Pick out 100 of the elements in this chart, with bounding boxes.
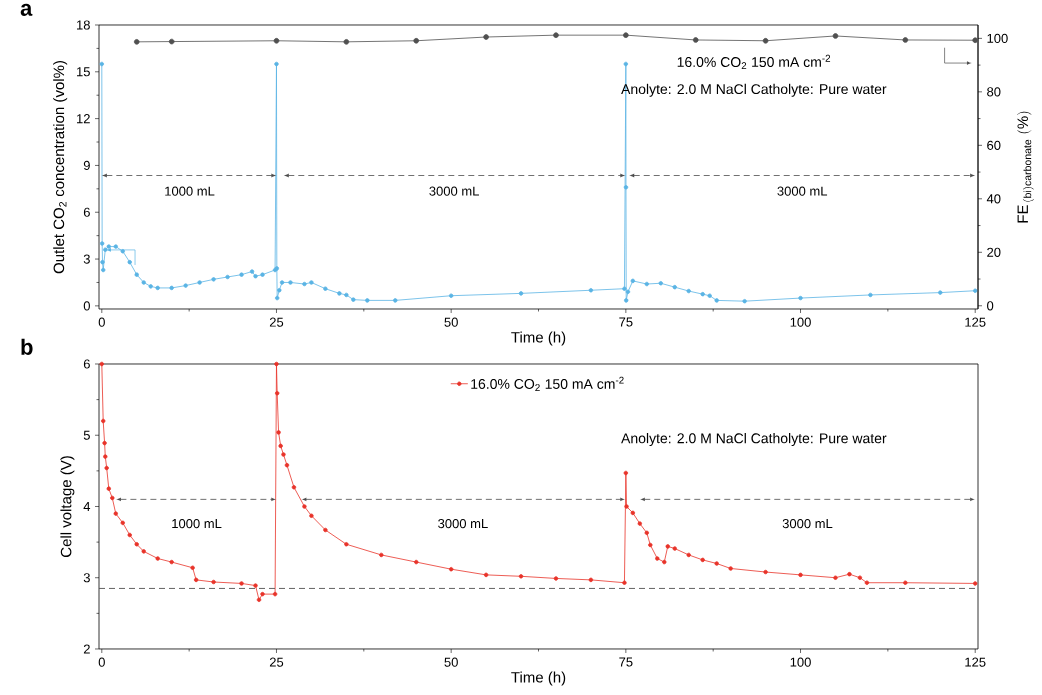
point — [518, 291, 524, 296]
x-tick-label: 75 — [619, 657, 633, 667]
legend-label: 16.0% CO$_{2}$ 150 mA cm$^{-2}$ — [471, 376, 624, 391]
y2-tick-label: 100 — [987, 33, 1008, 43]
x-axis-title: Time (h) — [511, 671, 566, 686]
y2-tick-label: 80 — [987, 87, 1001, 97]
x-tick-label: 100 — [790, 317, 811, 327]
annotation: 16.0% CO$_{2}$ 150 mA cm$^{-2}$ — [677, 54, 831, 70]
annotation: 3000 mL — [429, 186, 479, 196]
point — [127, 259, 132, 265]
annotation: 3000 mL — [438, 518, 488, 529]
point — [798, 295, 803, 301]
x-tick-label: 125 — [965, 317, 986, 327]
point — [413, 37, 420, 44]
annotation: 3000 mL — [777, 186, 828, 196]
point — [553, 32, 559, 38]
x-tick-label: 0 — [98, 317, 105, 327]
x-tick-label: 25 — [269, 317, 284, 327]
point — [630, 278, 636, 284]
point — [211, 277, 216, 282]
point — [249, 269, 255, 274]
annotation: 1000 mL — [172, 518, 222, 529]
point — [141, 280, 146, 285]
point — [99, 241, 105, 246]
annotation: Anolyte: 2.0 M NaCl Catholyte: Pure water — [621, 83, 887, 97]
point — [277, 288, 282, 293]
point — [100, 259, 105, 265]
point — [274, 61, 279, 67]
point — [253, 274, 258, 279]
point — [343, 39, 350, 45]
point — [972, 37, 979, 44]
y-tick-label: 6 — [83, 207, 90, 217]
point — [168, 38, 175, 45]
point — [169, 285, 174, 291]
y-tick-label: 3 — [83, 254, 90, 264]
point — [106, 244, 111, 249]
point — [973, 288, 978, 293]
point — [274, 295, 280, 301]
x-tick-label: 75 — [619, 317, 633, 327]
point — [183, 283, 188, 288]
x-axis-title: Time (h) — [511, 331, 566, 346]
point — [622, 286, 627, 291]
point — [707, 293, 712, 298]
point — [623, 32, 629, 38]
point — [625, 289, 631, 295]
point — [393, 298, 398, 303]
point — [672, 284, 677, 290]
point — [623, 185, 629, 190]
point — [623, 61, 629, 67]
point — [225, 274, 230, 280]
y2-tick-label: 0 — [987, 301, 994, 311]
y-tick-label: 12 — [77, 114, 90, 124]
point — [902, 37, 909, 43]
x-tick-label: 125 — [965, 657, 986, 667]
x-tick-label: 50 — [444, 317, 458, 327]
point — [742, 298, 747, 304]
y2-tick-label: 60 — [987, 140, 1001, 150]
point — [588, 288, 594, 293]
point — [155, 285, 160, 291]
point — [644, 281, 650, 287]
point — [273, 37, 280, 44]
point — [337, 291, 342, 296]
y-tick-label: 9 — [83, 160, 90, 171]
chart-title: b — [21, 338, 33, 355]
chart-title: a — [20, 3, 33, 16]
point — [323, 286, 328, 291]
y-axis-title: Outlet CO$_{2}$ concentration (vol%) — [53, 61, 68, 274]
point — [365, 298, 370, 303]
y-axis-title: Cell voltage (V) — [60, 456, 75, 557]
point — [832, 33, 839, 39]
y2-axis-title: $\mathrm{FE}_{\,\mathrm{(bi)carbonate}}\ (\%)$ — [1017, 111, 1034, 223]
point — [260, 272, 265, 277]
point — [762, 37, 769, 44]
point — [351, 297, 356, 302]
point — [99, 61, 104, 67]
point — [344, 292, 349, 298]
point — [101, 267, 106, 273]
y-tick-label: 3 — [83, 573, 90, 583]
point — [483, 34, 489, 40]
x-tick-label: 50 — [444, 657, 458, 667]
point — [197, 280, 202, 285]
point — [120, 249, 125, 254]
point — [700, 291, 705, 297]
point — [868, 292, 873, 298]
point — [658, 281, 663, 286]
point — [279, 280, 285, 285]
x-tick-label: 100 — [790, 657, 811, 667]
x-tick-label: 25 — [269, 657, 284, 667]
point — [624, 298, 629, 303]
point — [133, 39, 140, 45]
point — [938, 290, 943, 295]
point — [239, 272, 244, 277]
y-tick-label: 5 — [83, 430, 90, 440]
point — [448, 293, 454, 298]
annotation: 3000 mL — [782, 518, 833, 529]
x-tick-label: 0 — [98, 657, 105, 667]
point — [692, 37, 699, 43]
y-tick-label: 4 — [83, 502, 91, 511]
point — [288, 280, 293, 285]
point — [714, 298, 719, 303]
